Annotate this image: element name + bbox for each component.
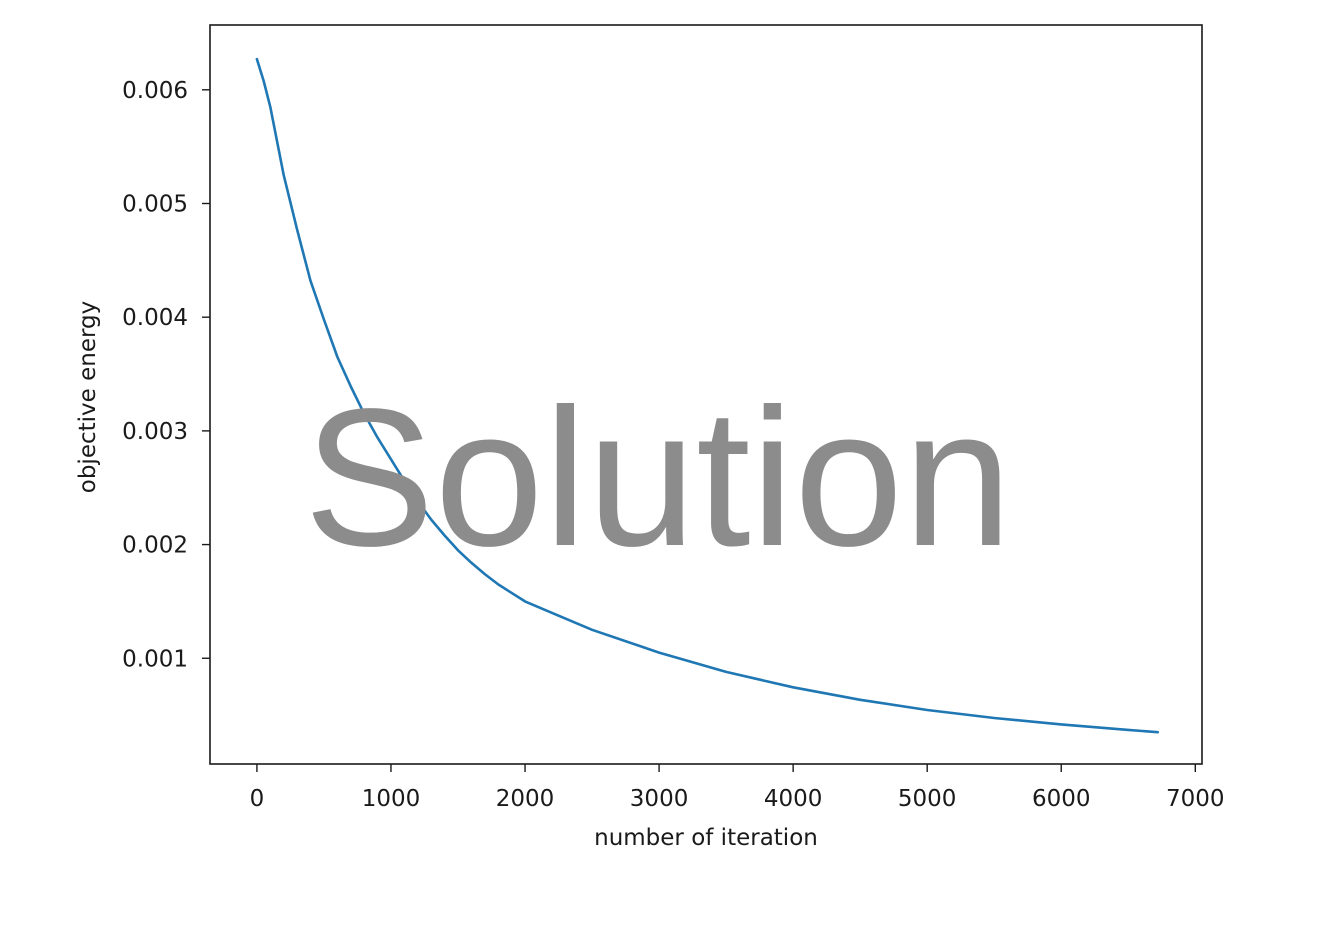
y-tick-label: 0.005 [122,191,188,217]
y-axis-label: objective energy [75,301,101,493]
y-tick-label: 0.004 [122,305,188,331]
plot-line-layer [255,57,1160,734]
x-axis-ticks: 0 1000 2000 3000 4000 5000 6000 7000 [250,764,1225,812]
x-tick-label: 3000 [630,786,689,812]
x-tick-label: 2000 [496,786,555,812]
x-tick-label: 5000 [898,786,957,812]
x-tick-label: 7000 [1166,786,1225,812]
y-tick-label: 0.006 [122,78,188,104]
x-axis-label: number of iteration [594,825,818,851]
series-line-0 [255,57,1160,734]
y-tick-label: 0.003 [122,419,188,445]
y-tick-label: 0.002 [122,533,188,559]
y-axis-ticks: 0.001 0.002 0.003 0.004 0.005 0.006 [122,78,210,672]
solution-watermark: Solution [304,368,1012,587]
x-tick-label: 4000 [764,786,823,812]
x-tick-label: 1000 [362,786,421,812]
x-tick-label: 6000 [1032,786,1091,812]
y-tick-label: 0.001 [122,646,188,672]
axes-frame [209,24,1203,765]
x-tick-label: 0 [250,786,265,812]
